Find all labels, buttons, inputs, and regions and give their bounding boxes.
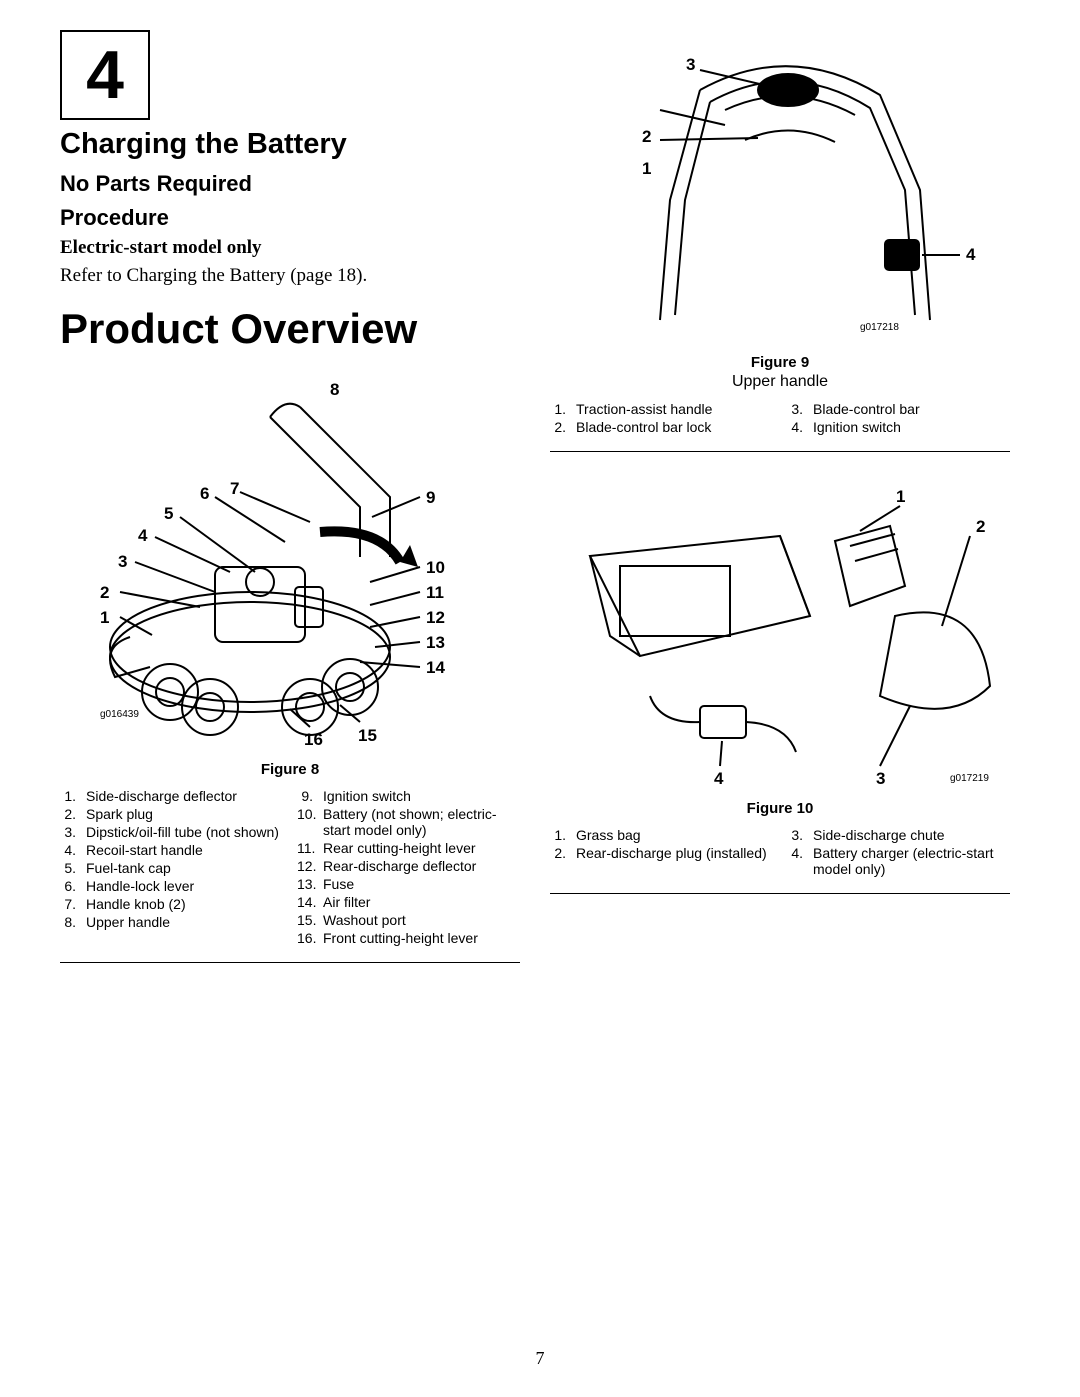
legend-num: 4. — [787, 419, 813, 435]
callout: 1 — [100, 608, 109, 627]
legend-num: 9. — [297, 788, 323, 804]
callout: 4 — [714, 769, 724, 788]
divider — [550, 893, 1010, 894]
legend-num: 1. — [550, 401, 576, 417]
legend-text: Dipstick/oil-fill tube (not shown) — [86, 824, 283, 840]
legend-num: 13. — [297, 876, 323, 892]
callout: 10 — [426, 558, 445, 577]
figure-gcode: g017219 — [950, 773, 989, 784]
callout: 16 — [304, 730, 323, 749]
figure-9-subcaption: Upper handle — [550, 373, 1010, 391]
legend-num: 2. — [60, 806, 86, 822]
legend-num: 5. — [60, 860, 86, 876]
legend-text: Air filter — [323, 894, 520, 910]
callout: 6 — [200, 484, 209, 503]
legend-text: Handle-lock lever — [86, 878, 283, 894]
callout: 3 — [686, 55, 695, 74]
legend-num: 1. — [550, 827, 576, 843]
callout: 1 — [896, 487, 905, 506]
legend-num: 3. — [60, 824, 86, 840]
legend-num: 2. — [550, 845, 576, 861]
legend-num: 3. — [787, 401, 813, 417]
legend-text: Fuse — [323, 876, 520, 892]
legend-num: 6. — [60, 878, 86, 894]
model-note: Electric-start model only — [60, 237, 520, 259]
callout: 2 — [642, 127, 651, 146]
legend-text: Washout port — [323, 912, 520, 928]
left-column: 4 Charging the Battery No Parts Required… — [60, 30, 520, 977]
figure-8: 1 2 3 4 5 6 7 8 9 10 11 12 13 14 15 16 g… — [60, 357, 520, 778]
legend-num: 15. — [297, 912, 323, 928]
callout: 11 — [426, 583, 444, 602]
page-number: 7 — [0, 1348, 1080, 1369]
legend-num: 7. — [60, 896, 86, 912]
callout: 13 — [426, 633, 445, 652]
legend-num: 10. — [297, 806, 323, 838]
callout: 12 — [426, 608, 445, 627]
legend-text: Ignition switch — [323, 788, 520, 804]
section-title: Charging the Battery — [60, 128, 520, 161]
callout: 4 — [138, 526, 148, 545]
legend-text: Spark plug — [86, 806, 283, 822]
legend-num: 3. — [787, 827, 813, 843]
legend-text: Rear cutting-height lever — [323, 840, 520, 856]
legend-num: 4. — [787, 845, 813, 877]
figure-8-legend: 1.Side-discharge deflector 2.Spark plug … — [60, 786, 520, 948]
legend-text: Side-discharge chute — [813, 827, 1010, 843]
callout: 14 — [426, 658, 445, 677]
right-column: 1 2 3 4 g017218 Figure 9 Upper handle 1.… — [550, 30, 1010, 977]
legend-num: 16. — [297, 930, 323, 946]
legend-num: 1. — [60, 788, 86, 804]
figure-8-caption: Figure 8 — [60, 761, 520, 778]
figure-10-caption: Figure 10 — [550, 800, 1010, 817]
figure-gcode: g016439 — [100, 709, 139, 720]
overview-title: Product Overview — [60, 305, 520, 353]
legend-text: Traction-assist handle — [576, 401, 773, 417]
callout: 1 — [642, 159, 651, 178]
callout: 3 — [118, 552, 127, 571]
callout: 7 — [230, 479, 239, 498]
legend-num: 2. — [550, 419, 576, 435]
callout: 8 — [330, 380, 339, 399]
callout: 9 — [426, 488, 435, 507]
figure-10: 1 2 3 4 g017219 Figure 10 — [550, 466, 1010, 817]
figure-10-legend: 1.Grass bag 2.Rear-discharge plug (insta… — [550, 825, 1010, 879]
legend-num: 11. — [297, 840, 323, 856]
no-parts-heading: No Parts Required — [60, 171, 520, 197]
figure-gcode: g017218 — [860, 322, 899, 333]
legend-text: Handle knob (2) — [86, 896, 283, 912]
legend-text: Recoil-start handle — [86, 842, 283, 858]
legend-text: Rear-discharge deflector — [323, 858, 520, 874]
legend-text: Upper handle — [86, 914, 283, 930]
legend-num: 12. — [297, 858, 323, 874]
legend-num: 8. — [60, 914, 86, 930]
legend-text: Ignition switch — [813, 419, 1010, 435]
callout: 4 — [966, 245, 976, 264]
figure-9-legend: 1.Traction-assist handle 2.Blade-control… — [550, 399, 1010, 437]
procedure-heading: Procedure — [60, 205, 520, 231]
figure-9: 1 2 3 4 g017218 Figure 9 Upper handle — [550, 30, 1010, 391]
legend-text: Fuel-tank cap — [86, 860, 283, 876]
legend-text: Front cutting-height lever — [323, 930, 520, 946]
callout: 3 — [876, 769, 885, 788]
callout: 15 — [358, 726, 377, 745]
callout: 2 — [976, 517, 985, 536]
figure-9-caption: Figure 9 — [550, 354, 1010, 371]
legend-num: 4. — [60, 842, 86, 858]
legend-text: Side-discharge deflector — [86, 788, 283, 804]
divider — [60, 962, 520, 963]
legend-text: Rear-discharge plug (installed) — [576, 845, 773, 861]
legend-text: Blade-control bar — [813, 401, 1010, 417]
refer-text: Refer to Charging the Battery (page 18). — [60, 265, 520, 287]
divider — [550, 451, 1010, 452]
callout: 2 — [100, 583, 109, 602]
legend-text: Blade-control bar lock — [576, 419, 773, 435]
legend-text: Battery charger (electric-start model on… — [813, 845, 1010, 877]
legend-text: Grass bag — [576, 827, 773, 843]
step-number-box: 4 — [60, 30, 150, 120]
legend-text: Battery (not shown; electric-start model… — [323, 806, 520, 838]
legend-num: 14. — [297, 894, 323, 910]
callout: 5 — [164, 504, 173, 523]
